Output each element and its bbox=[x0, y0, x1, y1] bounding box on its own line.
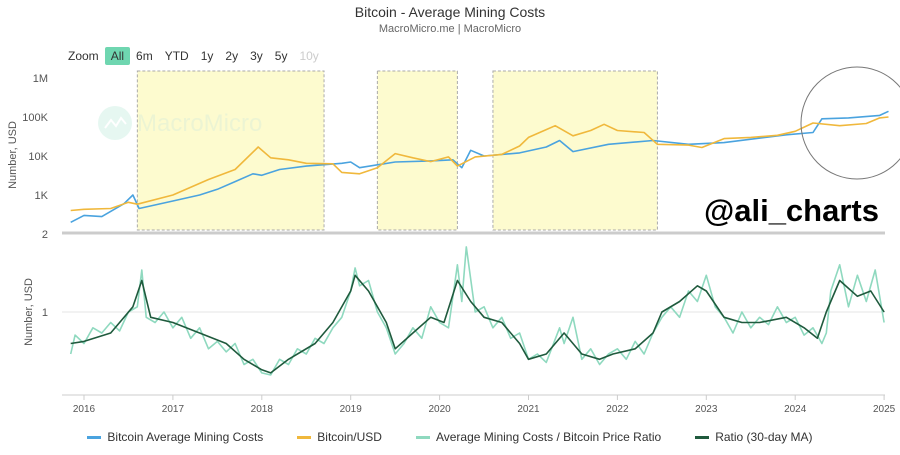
series-ratio bbox=[69, 246, 885, 376]
highlight-range bbox=[136, 70, 325, 231]
zoom-5y-button[interactable]: 5y bbox=[274, 49, 288, 63]
legend-item-mining-cost[interactable]: Bitcoin Average Mining Costs bbox=[87, 430, 263, 444]
annotation-circle bbox=[800, 66, 900, 180]
highlight-range bbox=[376, 70, 458, 231]
x-tick-label: 2021 bbox=[517, 404, 540, 415]
x-tick-label: 2017 bbox=[162, 404, 185, 415]
y-tick-label: 1M bbox=[33, 73, 48, 85]
x-tick-label: 2024 bbox=[784, 404, 807, 415]
legend-label: Ratio (30-day MA) bbox=[715, 430, 813, 444]
zoom-ytd-button[interactable]: YTD bbox=[164, 49, 189, 63]
x-tick-label: 2019 bbox=[340, 404, 363, 415]
y-tick-label: 1 bbox=[42, 307, 48, 319]
chart-subtitle: MacroMicro.me | MacroMicro bbox=[378, 23, 522, 35]
y-tick-label: 2 bbox=[42, 229, 48, 241]
legend-item-ratio[interactable]: Average Mining Costs / Bitcoin Price Rat… bbox=[415, 430, 662, 444]
y-axis-title: Number, USD bbox=[7, 121, 19, 189]
zoom-3y-button[interactable]: 3y bbox=[250, 49, 263, 63]
legend-label: Average Mining Costs / Bitcoin Price Rat… bbox=[435, 430, 662, 444]
legend-swatch bbox=[297, 435, 312, 439]
x-tick-label: 2025 bbox=[873, 404, 896, 415]
x-tick-label: 2016 bbox=[73, 404, 96, 415]
zoom-label: Zoom bbox=[68, 49, 99, 63]
zoom-all-button[interactable]: All bbox=[104, 47, 131, 65]
legend-label: Bitcoin/USD bbox=[317, 430, 382, 444]
y-tick-label: 1K bbox=[35, 190, 49, 202]
y-axis-title: Number, USD bbox=[23, 278, 35, 346]
x-tick-label: 2022 bbox=[606, 404, 629, 415]
legend-item-ratio-ma[interactable]: Ratio (30-day MA) bbox=[695, 430, 813, 444]
legend: Bitcoin Average Mining Costs Bitcoin/USD… bbox=[0, 430, 900, 444]
zoom-10y-button: 10y bbox=[299, 49, 319, 63]
watermark-logo-icon bbox=[98, 106, 132, 140]
watermark: MacroMicro bbox=[98, 106, 262, 140]
x-tick-label: 2020 bbox=[428, 404, 451, 415]
chart-title: Bitcoin - Average Mining Costs bbox=[354, 4, 546, 20]
zoom-1y-button[interactable]: 1y bbox=[200, 49, 214, 63]
y-tick-label: 100K bbox=[22, 112, 48, 124]
author-handle: @ali_charts bbox=[704, 193, 879, 228]
legend-swatch bbox=[695, 435, 710, 439]
legend-label: Bitcoin Average Mining Costs bbox=[107, 430, 264, 444]
x-tick-label: 2023 bbox=[695, 404, 718, 415]
series-ratio-ma bbox=[70, 274, 885, 374]
series-bitcoin-price bbox=[70, 116, 889, 212]
zoom-6m-button[interactable]: 6m bbox=[136, 49, 153, 63]
legend-swatch bbox=[415, 435, 430, 439]
legend-item-price[interactable]: Bitcoin/USD bbox=[297, 430, 382, 444]
zoom-bar: Zoom All 6m YTD 1y 2y 3y 5y 10y bbox=[62, 47, 325, 65]
x-tick-label: 2018 bbox=[251, 404, 274, 415]
legend-swatch bbox=[87, 435, 102, 439]
watermark-text: MacroMicro bbox=[137, 110, 262, 137]
y-tick-label: 10K bbox=[28, 151, 48, 163]
zoom-2y-button[interactable]: 2y bbox=[225, 49, 239, 63]
